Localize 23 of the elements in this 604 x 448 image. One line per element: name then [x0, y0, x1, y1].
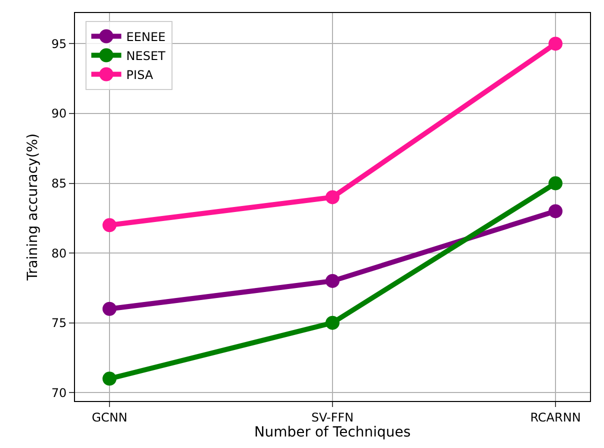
point	[102, 218, 116, 232]
y-tick-label: 70	[51, 386, 67, 400]
y-tick-label: 80	[51, 246, 67, 260]
x-axis-title: Number of Techniques	[254, 424, 411, 440]
y-tick-label: 75	[51, 316, 67, 330]
point	[548, 36, 562, 51]
x-tick-label: RCARNN	[530, 410, 581, 424]
point	[326, 190, 340, 204]
y-tick-label: 85	[51, 176, 67, 190]
y-tick-label: 95	[51, 36, 67, 51]
y-tick-label: 90	[51, 106, 67, 121]
point	[102, 372, 116, 386]
x-tick-label: SV-FFN	[311, 410, 354, 424]
point	[326, 316, 340, 330]
legend-label: PISA	[126, 68, 154, 82]
point	[326, 274, 340, 288]
point	[102, 302, 116, 316]
point	[548, 176, 562, 190]
point	[548, 204, 562, 218]
legend-label: NESET	[126, 48, 166, 63]
y-axis-title: Training accuracy(%)	[25, 133, 41, 282]
legend-label: EENEE	[126, 30, 166, 44]
x-tick-label: GCNN	[92, 410, 128, 424]
